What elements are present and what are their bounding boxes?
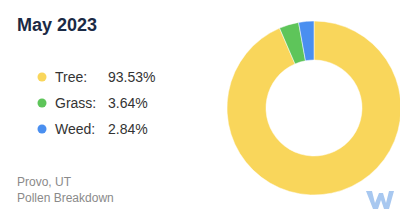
annotation: Provo, UT bbox=[17, 175, 72, 189]
legend-label: Grass: bbox=[55, 95, 96, 111]
legend-swatch bbox=[38, 73, 47, 82]
slice bbox=[299, 21, 314, 61]
legend: Tree: 93.53% Grass: 3.64% Weed: 2.84% bbox=[38, 69, 156, 137]
legend-value: 3.64% bbox=[108, 95, 148, 111]
legend-swatch bbox=[38, 99, 47, 108]
logo bbox=[366, 191, 394, 209]
title: May 2023 bbox=[17, 15, 97, 35]
legend-swatch bbox=[38, 125, 47, 134]
chart: May 2023 Tree: 93.53% Grass: 3.64% Weed: 2.84%… bbox=[0, 0, 400, 224]
donut bbox=[227, 21, 400, 195]
legend-value: 2.84% bbox=[108, 121, 148, 137]
legend-label: Weed: bbox=[55, 121, 95, 137]
legend-label: Tree: bbox=[55, 69, 87, 85]
annotation: Pollen Breakdown bbox=[17, 191, 114, 205]
legend-value: 93.53% bbox=[108, 69, 155, 85]
slice bbox=[227, 21, 400, 195]
